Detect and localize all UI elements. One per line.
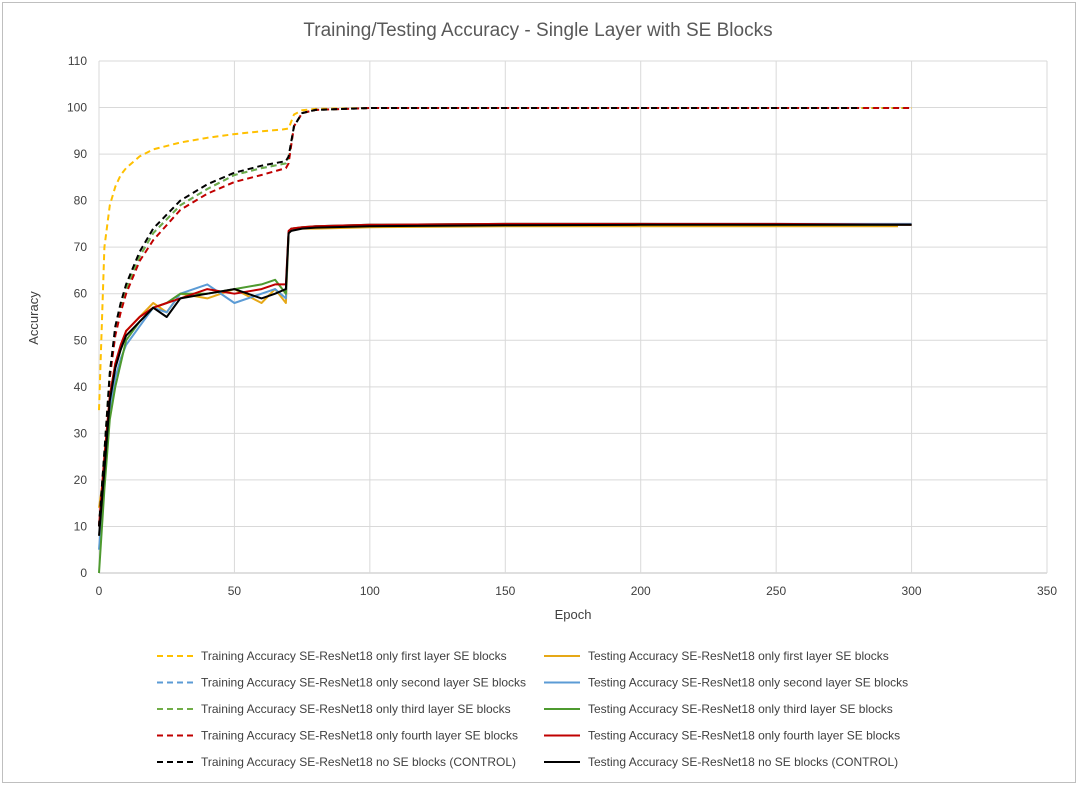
y-tick-label: 50 [74, 333, 88, 347]
legend-label-6: Testing Accuracy SE-ResNet18 only third … [588, 702, 893, 716]
y-tick-label: 100 [67, 101, 87, 115]
chart-title: Training/Testing Accuracy - Single Layer… [303, 20, 772, 41]
series-lines [98, 107, 912, 574]
x-tick-label: 250 [766, 584, 786, 598]
x-tick-label: 100 [360, 584, 380, 598]
y-tick-label: 110 [68, 54, 87, 68]
legend-label-7: Training Accuracy SE-ResNet18 only fourt… [201, 729, 518, 743]
legend-label-1: Training Accuracy SE-ResNet18 only first… [201, 649, 507, 663]
x-axis-label: Epoch [555, 607, 592, 622]
y-tick-label: 0 [80, 566, 87, 580]
y-axis-ticks: 0 10 20 30 40 50 60 70 80 90 100 110 [67, 54, 87, 580]
legend: Training Accuracy SE-ResNet18 only first… [157, 649, 908, 769]
series-line-2 [98, 225, 898, 508]
y-tick-label: 60 [74, 287, 88, 301]
x-tick-label: 0 [96, 584, 103, 598]
legend-label-9: Training Accuracy SE-ResNet18 no SE bloc… [201, 755, 516, 769]
y-tick-label: 10 [74, 519, 88, 533]
legend-label-5: Training Accuracy SE-ResNet18 only third… [201, 702, 511, 716]
y-tick-label: 20 [74, 473, 88, 487]
y-tick-label: 90 [74, 147, 88, 161]
series-line-1 [98, 107, 912, 411]
legend-label-8: Testing Accuracy SE-ResNet18 only fourth… [588, 729, 900, 743]
x-tick-label: 350 [1037, 584, 1057, 598]
series-line-8 [98, 222, 912, 527]
x-tick-label: 150 [495, 584, 515, 598]
y-tick-label: 80 [74, 194, 88, 208]
gridlines [98, 60, 1048, 574]
legend-label-10: Testing Accuracy SE-ResNet18 no SE block… [588, 755, 898, 769]
series-line-10 [98, 223, 912, 536]
legend-label-4: Testing Accuracy SE-ResNet18 only second… [588, 676, 908, 690]
x-tick-label: 300 [902, 584, 922, 598]
series-line-7 [98, 107, 912, 527]
x-axis-ticks: 0 50 100 150 200 250 300 350 [96, 584, 1058, 598]
x-tick-label: 50 [228, 584, 242, 598]
y-tick-label: 70 [74, 240, 88, 254]
series-line-9 [98, 107, 858, 527]
y-axis-label: Accuracy [26, 291, 41, 345]
legend-label-2: Testing Accuracy SE-ResNet18 only first … [588, 649, 889, 663]
y-tick-label: 40 [74, 380, 88, 394]
legend-label-3: Training Accuracy SE-ResNet18 only secon… [201, 676, 526, 690]
x-tick-label: 200 [631, 584, 651, 598]
y-tick-label: 30 [74, 426, 88, 440]
